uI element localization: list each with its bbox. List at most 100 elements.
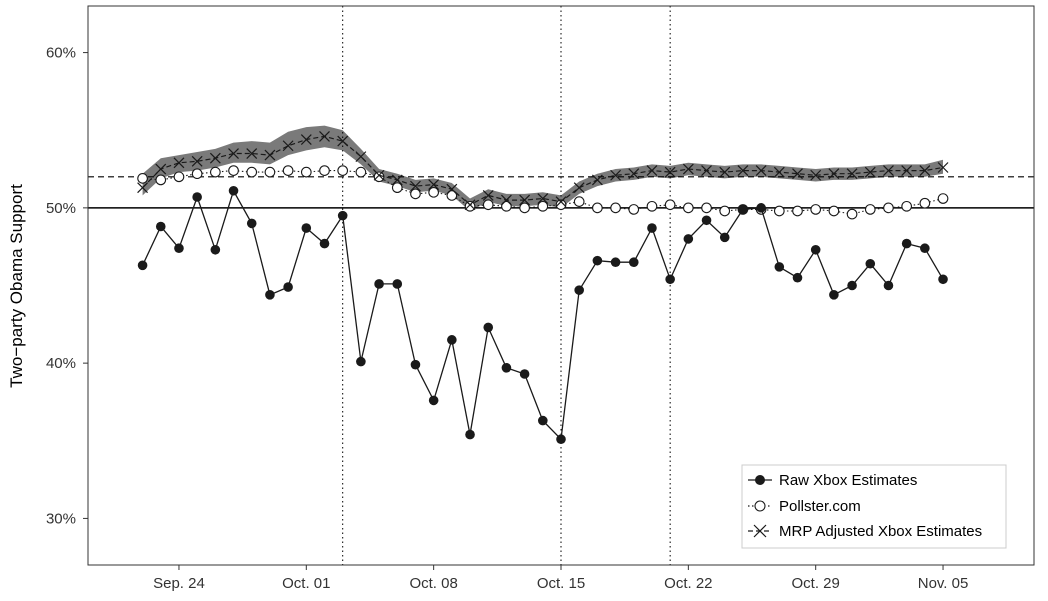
pollster-point (719, 205, 731, 217)
pollster-point (282, 165, 294, 176)
raw-xbox-point (410, 359, 421, 370)
mrp-point (191, 155, 203, 167)
raw-xbox-point (665, 274, 675, 285)
pollster-point (664, 199, 676, 211)
raw-xbox-point (647, 223, 657, 233)
mrp-point (701, 165, 712, 177)
pollster-point (191, 168, 203, 180)
y-tick-label: 60% (46, 45, 76, 62)
pollster-point (919, 197, 931, 209)
raw-xbox-point (829, 290, 839, 300)
mrp-point (209, 152, 221, 164)
raw-xbox-point (428, 395, 439, 406)
raw-xbox-point (192, 192, 202, 202)
legend-label-pollster: Pollster.com (779, 498, 861, 515)
x-tick-label: Oct. 29 (792, 575, 840, 592)
raw-xbox-point (920, 243, 930, 254)
mrp-point (464, 199, 476, 211)
pollster-point (519, 202, 530, 214)
mrp-point (646, 165, 658, 177)
raw-xbox-point (392, 279, 403, 289)
mrp-point (519, 194, 531, 206)
pollster-point (173, 171, 185, 183)
mrp-point (682, 163, 694, 175)
raw-xbox-point (756, 203, 766, 213)
legend-box (741, 464, 1007, 549)
mrp-point (719, 166, 731, 178)
pollster-point (464, 200, 476, 212)
raw-xbox-point (847, 280, 857, 291)
pollster-point (391, 182, 403, 194)
y-tick-label: 40% (46, 355, 76, 372)
raw-xbox-point (538, 415, 548, 426)
legend-item-raw-xbox: Raw Xbox Estimates (748, 472, 917, 489)
mrp-point (373, 169, 385, 181)
raw-xbox-point (628, 257, 639, 268)
raw-xbox-point (683, 234, 694, 244)
x-tick-label: Oct. 15 (537, 575, 585, 592)
x-tick-label: Oct. 01 (282, 575, 330, 592)
mrp-point (155, 163, 167, 175)
raw-xbox-point (155, 221, 166, 232)
pollster-point (792, 205, 803, 217)
pollster-point (355, 166, 367, 178)
raw-xbox-point (792, 272, 803, 283)
raw-xbox-point (738, 204, 748, 215)
pollster-point (773, 205, 785, 217)
pollster-point (555, 199, 567, 211)
pollster-point (228, 165, 239, 176)
mrp-point (355, 151, 367, 163)
y-tick-label: 30% (46, 510, 76, 527)
raw-xbox-point (374, 279, 384, 289)
raw-xbox-point (592, 255, 603, 266)
pollster-point (264, 166, 276, 178)
mrp-point (282, 140, 294, 152)
raw-xbox-point (210, 244, 221, 255)
pollster-point (373, 171, 385, 183)
pollster-point (883, 202, 894, 214)
pollster-point (701, 202, 712, 214)
pollster-point (209, 166, 221, 178)
pollster-point (810, 204, 822, 215)
pollster-point (428, 186, 440, 198)
pollster-point (682, 202, 694, 214)
legend-cross-marker (753, 524, 767, 538)
raw-xbox-point (246, 218, 257, 229)
pollster-point (901, 200, 913, 212)
raw-xbox-point (901, 238, 912, 249)
mrp-point (664, 166, 676, 178)
raw-xbox-point (265, 290, 275, 300)
raw-xbox-point (883, 280, 894, 291)
pollster-point (864, 204, 876, 215)
raw-xbox-point (447, 335, 457, 345)
raw-xbox-point (301, 223, 312, 233)
legend-label-mrp: MRP Adjusted Xbox Estimates (779, 523, 982, 540)
mrp-point (300, 134, 312, 145)
raw-xbox-point (465, 429, 475, 440)
mrp-point (828, 168, 840, 180)
raw-xbox-point (701, 215, 712, 226)
raw-xbox-point (228, 185, 239, 196)
pollster-point (319, 165, 330, 176)
mrp-point (810, 169, 822, 181)
y-axis-title: Two−party Obama Support (7, 184, 26, 388)
pollster-point (646, 200, 658, 212)
mrp-point (737, 165, 749, 177)
raw-xbox-point (337, 210, 348, 221)
pollster-point (573, 196, 585, 207)
raw-xbox-point (519, 369, 530, 379)
pollster-point (610, 202, 621, 214)
mrp-point (628, 168, 640, 180)
pollster-point (337, 165, 349, 176)
legend-label-raw-xbox: Raw Xbox Estimates (779, 472, 917, 489)
legend-open-circle-marker (754, 500, 766, 512)
pollster-point (482, 199, 494, 211)
raw-xbox-point (719, 232, 730, 243)
mrp-point (410, 180, 421, 192)
pollster-point (446, 190, 458, 201)
pollster-point (937, 193, 949, 204)
mrp-point (137, 182, 149, 194)
pollster-point (410, 188, 421, 200)
x-axis: Sep. 24 Oct. 01 Oct. 08 Oct. 15 Oct. 22 Oct. … (153, 565, 968, 592)
mrp-point (264, 149, 276, 161)
